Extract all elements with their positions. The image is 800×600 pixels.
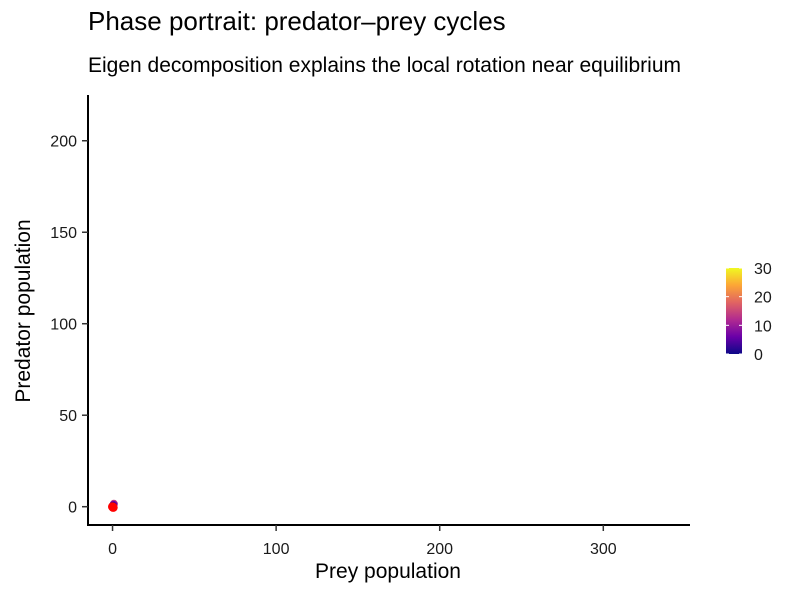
x-tick-label: 300: [590, 541, 617, 558]
colorbar-legend: 0 10 20 30: [726, 261, 772, 364]
colorbar-tick-label: 30: [754, 261, 772, 278]
y-axis-ticks: 0 50 100 150 200: [50, 134, 88, 517]
y-axis-title: Predator population: [12, 219, 35, 402]
y-tick-label: 150: [50, 225, 77, 242]
colorbar-ticks: 0 10 20 30: [726, 261, 772, 364]
y-tick-label: 200: [50, 134, 77, 151]
colorbar-tick-label: 20: [754, 290, 772, 307]
colorbar-tick-label: 0: [754, 347, 763, 364]
x-tick-label: 0: [108, 541, 117, 558]
colorbar-tick-label: 10: [754, 318, 772, 335]
chart-title: Phase portrait: predator–prey cycles: [88, 6, 506, 36]
x-axis-title: Prey population: [315, 560, 461, 583]
equilibrium-point: [108, 502, 118, 512]
colorbar: [726, 268, 742, 354]
x-axis-ticks: 0 100 200 300: [108, 525, 617, 558]
y-tick-label: 100: [50, 317, 77, 334]
y-tick-label: 50: [59, 408, 77, 425]
equilibrium-points: [108, 502, 118, 512]
x-tick-label: 200: [426, 541, 453, 558]
chart-subtitle: Eigen decomposition explains the local r…: [88, 54, 682, 77]
x-tick-label: 100: [263, 541, 290, 558]
y-tick-label: 0: [68, 500, 77, 517]
